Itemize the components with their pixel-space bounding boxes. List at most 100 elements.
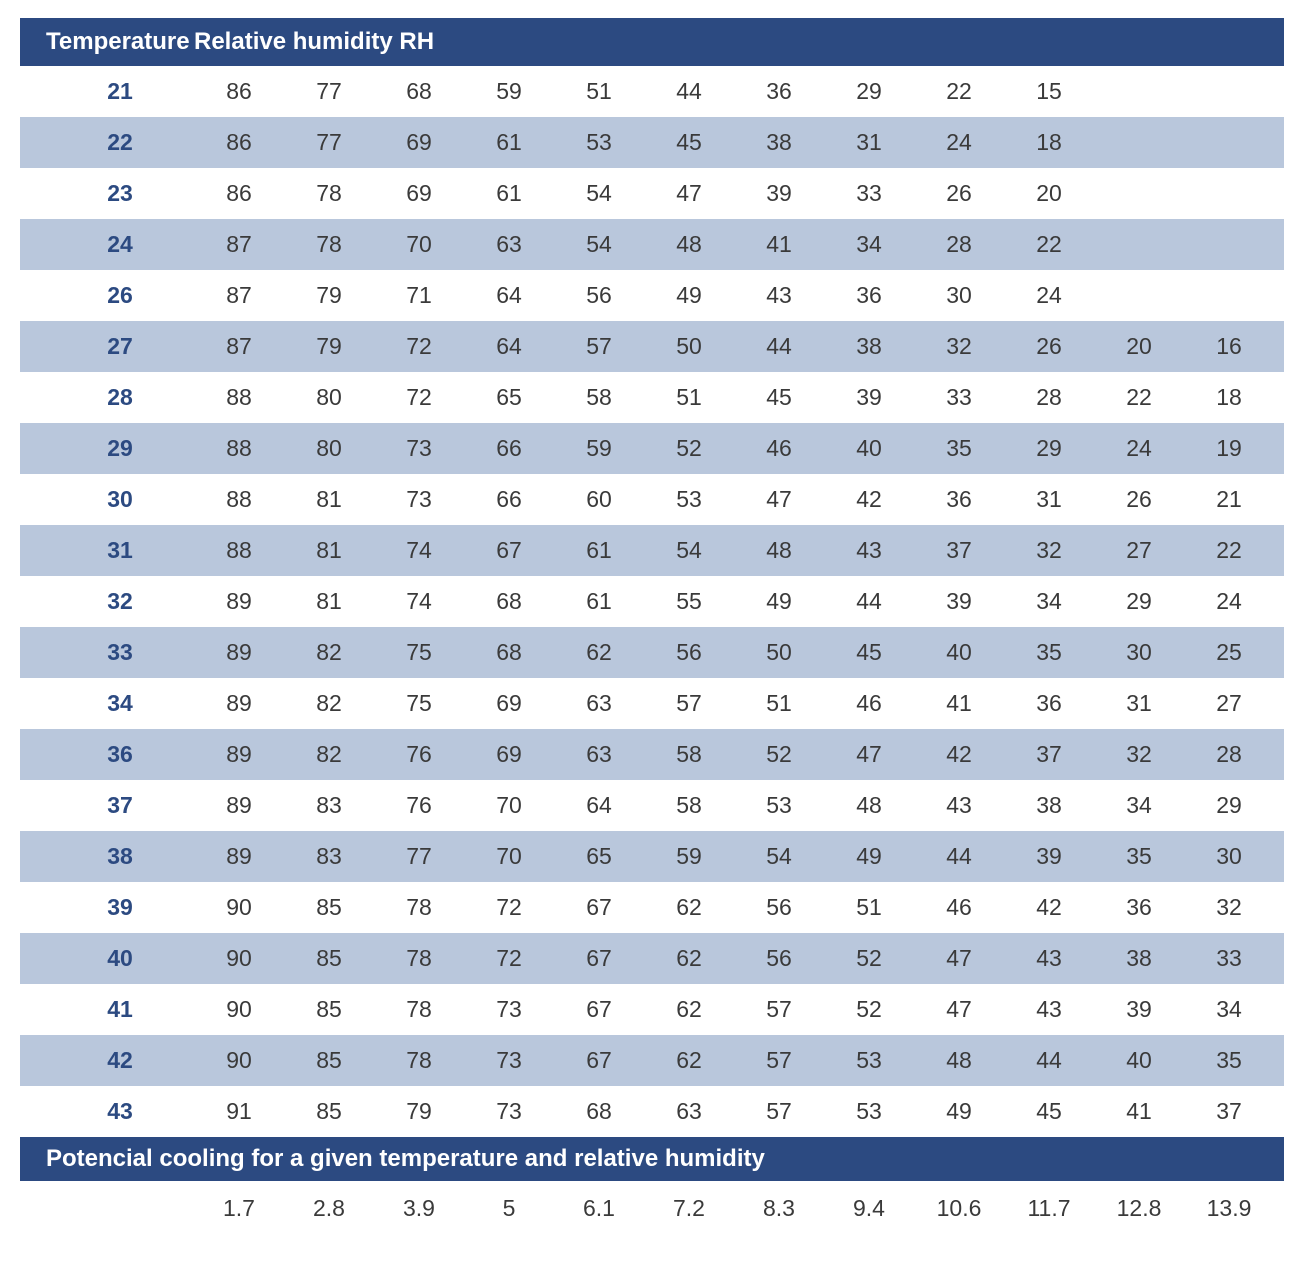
humidity-cell: 46 — [824, 678, 914, 729]
humidity-cell: 43 — [914, 780, 1004, 831]
humidity-cell: 78 — [374, 1035, 464, 1086]
humidity-cell — [1094, 219, 1184, 270]
humidity-cell: 63 — [554, 729, 644, 780]
humidity-cell: 42 — [1004, 882, 1094, 933]
humidity-cell: 24 — [1004, 270, 1094, 321]
humidity-cell: 76 — [374, 780, 464, 831]
humidity-cell: 70 — [464, 780, 554, 831]
humidity-cell: 74 — [374, 576, 464, 627]
humidity-cell: 49 — [644, 270, 734, 321]
humidity-cell: 60 — [554, 474, 644, 525]
humidity-cell: 85 — [284, 933, 374, 984]
temperature-cell: 24 — [46, 219, 194, 270]
humidity-cell: 47 — [914, 933, 1004, 984]
humidity-cell: 53 — [734, 780, 824, 831]
humidity-cell: 41 — [1094, 1086, 1184, 1137]
humidity-cell: 88 — [194, 474, 284, 525]
humidity-cell: 67 — [554, 933, 644, 984]
humidity-cell: 31 — [824, 117, 914, 168]
humidity-cell: 26 — [914, 168, 1004, 219]
humidity-cell: 28 — [1184, 729, 1274, 780]
humidity-cell: 20 — [1004, 168, 1094, 219]
humidity-cell: 45 — [734, 372, 824, 423]
humidity-cell: 52 — [824, 933, 914, 984]
humidity-cell: 32 — [1184, 882, 1274, 933]
table-row: 28888072655851453933282218 — [20, 372, 1284, 423]
humidity-cell: 36 — [1004, 678, 1094, 729]
humidity-cell: 89 — [194, 831, 284, 882]
humidity-cell: 16 — [1184, 321, 1274, 372]
humidity-cell: 26 — [1094, 474, 1184, 525]
humidity-cell — [1184, 168, 1274, 219]
humidity-cell: 81 — [284, 474, 374, 525]
humidity-cell: 78 — [374, 882, 464, 933]
humidity-cell: 55 — [644, 576, 734, 627]
humidity-cell: 77 — [284, 66, 374, 117]
humidity-cell: 53 — [824, 1035, 914, 1086]
humidity-cell: 62 — [644, 933, 734, 984]
humidity-cell: 32 — [914, 321, 1004, 372]
humidity-cell — [1094, 117, 1184, 168]
humidity-cell: 21 — [1184, 474, 1274, 525]
humidity-cell: 71 — [374, 270, 464, 321]
temperature-cell: 27 — [46, 321, 194, 372]
temperature-cell: 42 — [46, 1035, 194, 1086]
humidity-cell: 85 — [284, 882, 374, 933]
table-row: 39908578726762565146423632 — [20, 882, 1284, 933]
humidity-cell — [1184, 117, 1274, 168]
subheader-text: Potencial cooling for a given temperatur… — [46, 1137, 1274, 1181]
table-row: 41908578736762575247433934 — [20, 984, 1284, 1035]
table-row: 2286776961534538312418 — [20, 117, 1284, 168]
table-row: 27877972645750443832262016 — [20, 321, 1284, 372]
humidity-cell: 29 — [1004, 423, 1094, 474]
humidity-cell: 51 — [734, 678, 824, 729]
temperature-cell: 37 — [46, 780, 194, 831]
humidity-cell: 49 — [914, 1086, 1004, 1137]
header-temperature: Temperature — [46, 18, 194, 66]
humidity-cell: 18 — [1004, 117, 1094, 168]
temperature-cell: 22 — [46, 117, 194, 168]
humidity-cell: 73 — [374, 423, 464, 474]
humidity-cell — [1094, 168, 1184, 219]
humidity-cell: 64 — [464, 270, 554, 321]
humidity-cell: 89 — [194, 576, 284, 627]
table-footer: 1.72.83.956.17.28.39.410.611.712.813.9 — [20, 1181, 1284, 1226]
humidity-cell: 85 — [284, 984, 374, 1035]
humidity-cell: 78 — [284, 219, 374, 270]
humidity-cell: 72 — [374, 321, 464, 372]
humidity-cell — [1184, 219, 1274, 270]
humidity-cell: 54 — [644, 525, 734, 576]
humidity-cell: 62 — [554, 627, 644, 678]
humidity-cell: 32 — [1094, 729, 1184, 780]
humidity-cell: 88 — [194, 372, 284, 423]
humidity-cell: 57 — [554, 321, 644, 372]
humidity-cell: 72 — [464, 933, 554, 984]
humidity-cell: 42 — [824, 474, 914, 525]
humidity-cell: 29 — [1184, 780, 1274, 831]
humidity-cell: 62 — [644, 984, 734, 1035]
humidity-cell: 37 — [1184, 1086, 1274, 1137]
humidity-cell: 77 — [374, 831, 464, 882]
humidity-cell: 36 — [1094, 882, 1184, 933]
humidity-cell: 78 — [284, 168, 374, 219]
humidity-cell: 20 — [1094, 321, 1184, 372]
humidity-cell: 54 — [554, 219, 644, 270]
humidity-cell: 66 — [464, 474, 554, 525]
temperature-cell: 43 — [46, 1086, 194, 1137]
table-row: 30888173666053474236312621 — [20, 474, 1284, 525]
table-row: 37898376706458534843383429 — [20, 780, 1284, 831]
humidity-cell: 85 — [284, 1086, 374, 1137]
humidity-cell: 75 — [374, 678, 464, 729]
humidity-cell: 24 — [1094, 423, 1184, 474]
table-row: 2687797164564943363024 — [20, 270, 1284, 321]
humidity-cell: 63 — [644, 1086, 734, 1137]
humidity-cell: 35 — [1184, 1035, 1274, 1086]
humidity-cell: 61 — [554, 525, 644, 576]
humidity-cell: 33 — [1184, 933, 1274, 984]
humidity-cell: 69 — [374, 117, 464, 168]
humidity-cell: 30 — [1094, 627, 1184, 678]
humidity-cell: 45 — [1004, 1086, 1094, 1137]
humidity-cell: 87 — [194, 270, 284, 321]
humidity-cell: 39 — [1094, 984, 1184, 1035]
humidity-cell: 45 — [824, 627, 914, 678]
